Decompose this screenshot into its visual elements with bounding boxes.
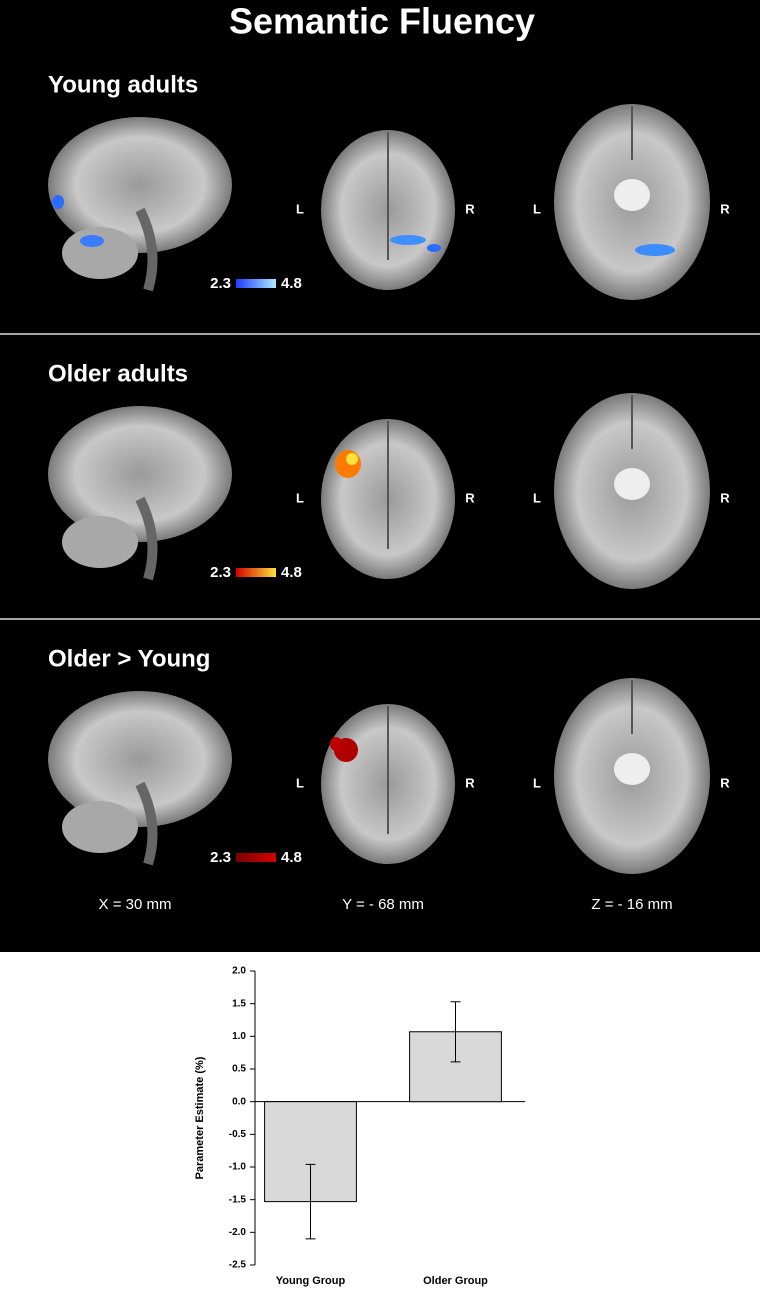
activation bbox=[635, 244, 675, 256]
panel-label: Older adults bbox=[48, 360, 188, 387]
y-tick-label: -2.5 bbox=[229, 1260, 247, 1271]
y-tick-label: -0.5 bbox=[229, 1129, 247, 1140]
error-bar bbox=[305, 1163, 316, 1240]
activation bbox=[330, 737, 342, 751]
colorbar-min: 2.3 bbox=[210, 275, 231, 292]
colorbar-min: 2.3 bbox=[210, 849, 231, 866]
side-label: R bbox=[720, 775, 730, 790]
slice-coordinate: Z = - 16 mm bbox=[591, 896, 672, 913]
sagittal-brain bbox=[48, 691, 232, 827]
y-tick-label: -2.0 bbox=[229, 1227, 247, 1238]
slice-coordinate: X = 30 mm bbox=[99, 896, 172, 913]
cerebellum bbox=[62, 227, 138, 279]
colorbar-max: 4.8 bbox=[281, 275, 302, 292]
side-label: R bbox=[465, 490, 475, 505]
side-label: L bbox=[296, 490, 304, 505]
x-tick-label: Older Group bbox=[423, 1275, 488, 1287]
side-label: L bbox=[296, 201, 304, 216]
sagittal-brain bbox=[48, 406, 232, 542]
side-label: L bbox=[533, 490, 541, 505]
panel-label: Young adults bbox=[48, 71, 198, 98]
side-label: R bbox=[465, 775, 475, 790]
brainstem bbox=[135, 781, 158, 866]
side-label: R bbox=[465, 201, 475, 216]
y-axis-label: Parameter Estimate (%) bbox=[194, 1056, 206, 1179]
activation bbox=[390, 235, 426, 245]
colorbar bbox=[236, 279, 276, 288]
error-bar bbox=[450, 1001, 461, 1063]
midbrain bbox=[614, 468, 650, 500]
slice-coordinate: Y = - 68 mm bbox=[342, 896, 424, 913]
y-tick-label: 2.0 bbox=[232, 966, 246, 977]
cerebellum bbox=[62, 516, 138, 568]
activation bbox=[335, 450, 361, 478]
side-label: L bbox=[533, 201, 541, 216]
activation bbox=[346, 453, 358, 465]
colorbar bbox=[236, 853, 276, 862]
activation bbox=[80, 235, 104, 247]
sagittal-brain bbox=[48, 117, 232, 253]
figure-title: Semantic Fluency bbox=[229, 1, 535, 42]
y-tick-label: 1.0 bbox=[232, 1031, 246, 1042]
cerebellum bbox=[62, 801, 138, 853]
x-tick-label: Young Group bbox=[276, 1275, 346, 1287]
side-label: L bbox=[533, 775, 541, 790]
panel-label: Older > Young bbox=[48, 645, 210, 672]
side-label: R bbox=[720, 490, 730, 505]
brainstem bbox=[135, 207, 158, 292]
y-tick-label: -1.5 bbox=[229, 1194, 247, 1205]
y-tick-label: 1.5 bbox=[232, 998, 246, 1009]
colorbar bbox=[236, 568, 276, 577]
midbrain bbox=[614, 179, 650, 211]
y-tick-label: 0.0 bbox=[232, 1096, 246, 1107]
y-tick-label: 0.5 bbox=[232, 1064, 246, 1075]
colorbar-min: 2.3 bbox=[210, 564, 231, 581]
activation bbox=[427, 244, 441, 252]
side-label: R bbox=[720, 201, 730, 216]
colorbar-max: 4.8 bbox=[281, 849, 302, 866]
brainstem bbox=[135, 496, 158, 581]
colorbar-max: 4.8 bbox=[281, 564, 302, 581]
side-label: L bbox=[296, 775, 304, 790]
y-tick-label: -1.0 bbox=[229, 1162, 247, 1173]
activation bbox=[52, 195, 64, 209]
midbrain bbox=[614, 753, 650, 785]
